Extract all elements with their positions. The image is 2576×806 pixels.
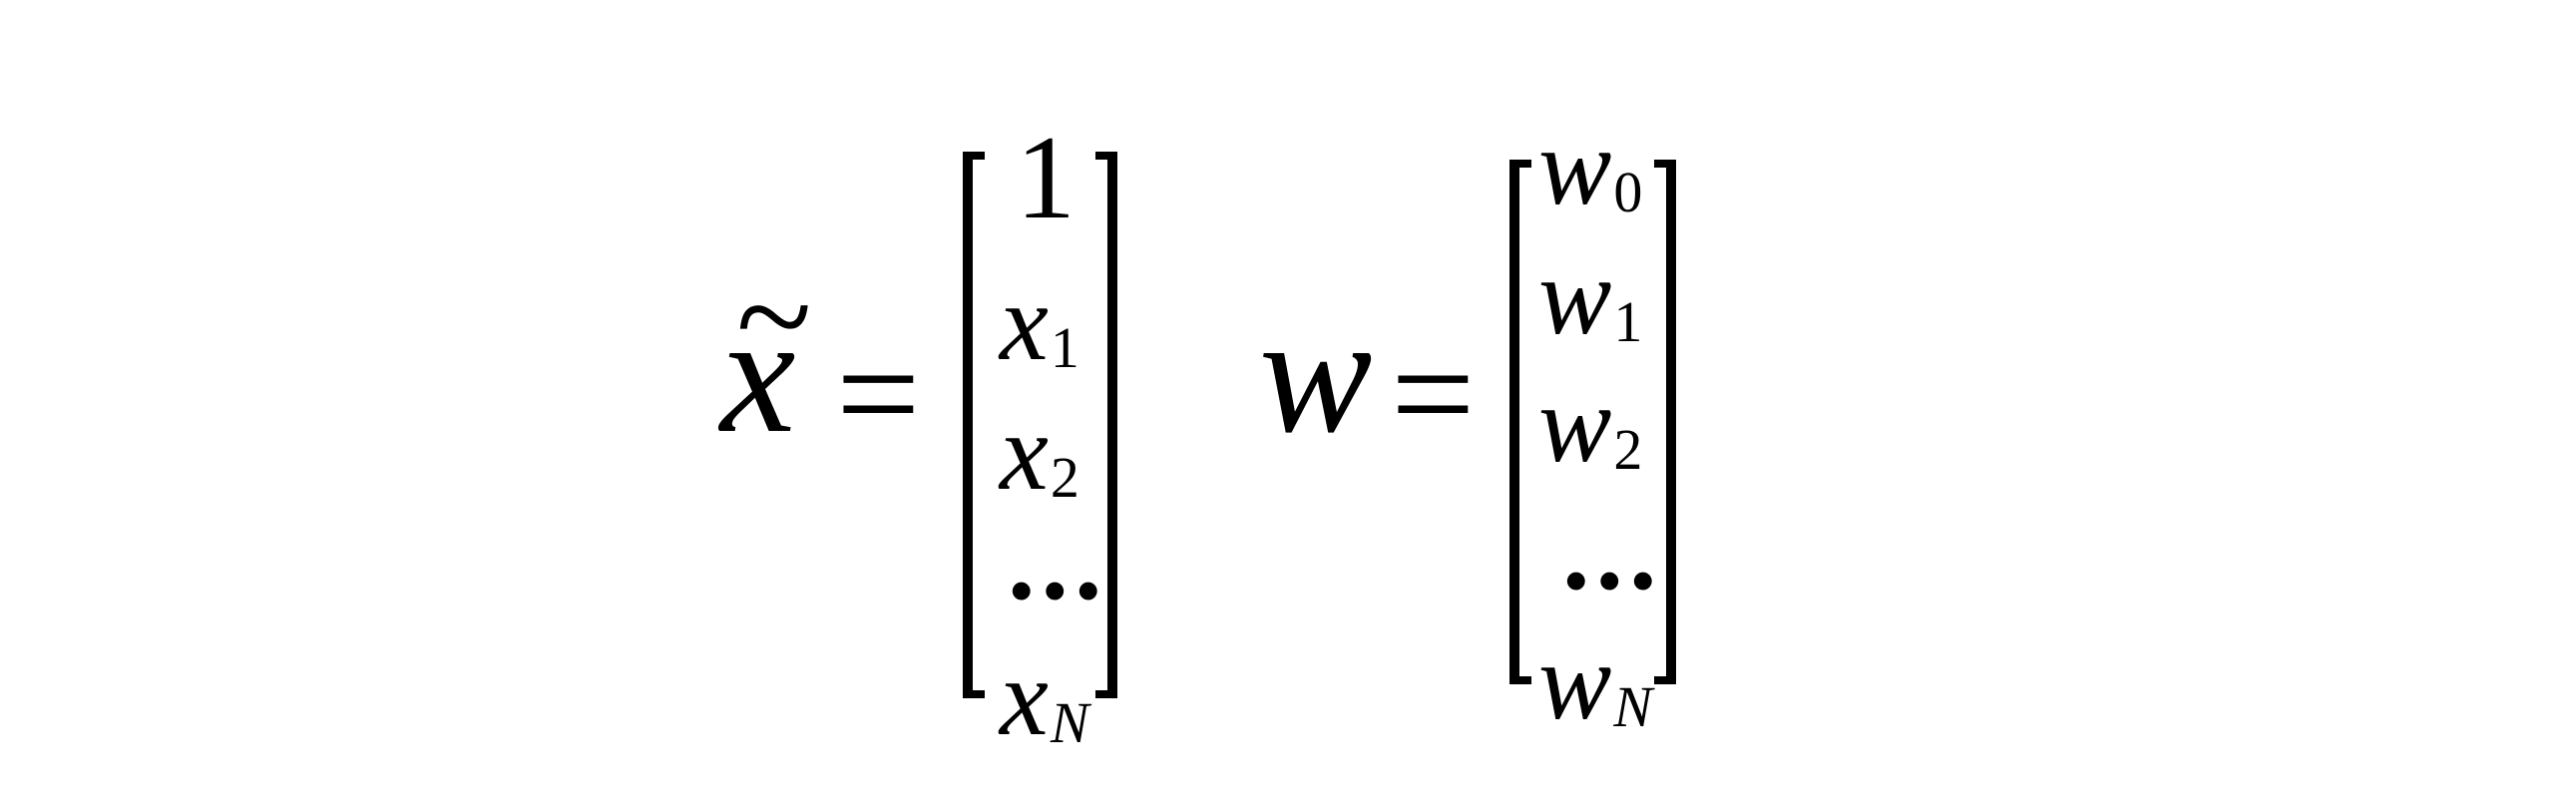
left-bracket-x: [963, 152, 985, 698]
equals-sign-w: =: [1391, 311, 1476, 477]
x-vector-entry-0: 1: [1016, 111, 1075, 243]
x-vector-entry-1: x1: [1000, 261, 1079, 383]
right-bracket-w: [1654, 160, 1676, 684]
w-symbol: w: [1259, 280, 1373, 468]
x-vector-entry-2: x2: [1000, 391, 1079, 513]
tilde-accent: ~: [736, 239, 812, 394]
x-vector-ellipsis: ...: [1008, 501, 1108, 622]
right-bracket-x: [1095, 152, 1117, 698]
w-vector-entry-1: w1: [1538, 235, 1643, 357]
left-bracket-w: [1509, 160, 1531, 684]
equals-sign-x: =: [836, 311, 921, 477]
x-tilde-symbol: x: [720, 280, 796, 468]
w-vector-ellipsis: ...: [1562, 491, 1663, 612]
w-vector-entry-0: w0: [1538, 106, 1643, 227]
x-vector-entry-n: xN: [1000, 636, 1089, 758]
w-vector-entry-n: wN: [1538, 620, 1653, 742]
w-vector-entry-2: w2: [1538, 363, 1643, 485]
